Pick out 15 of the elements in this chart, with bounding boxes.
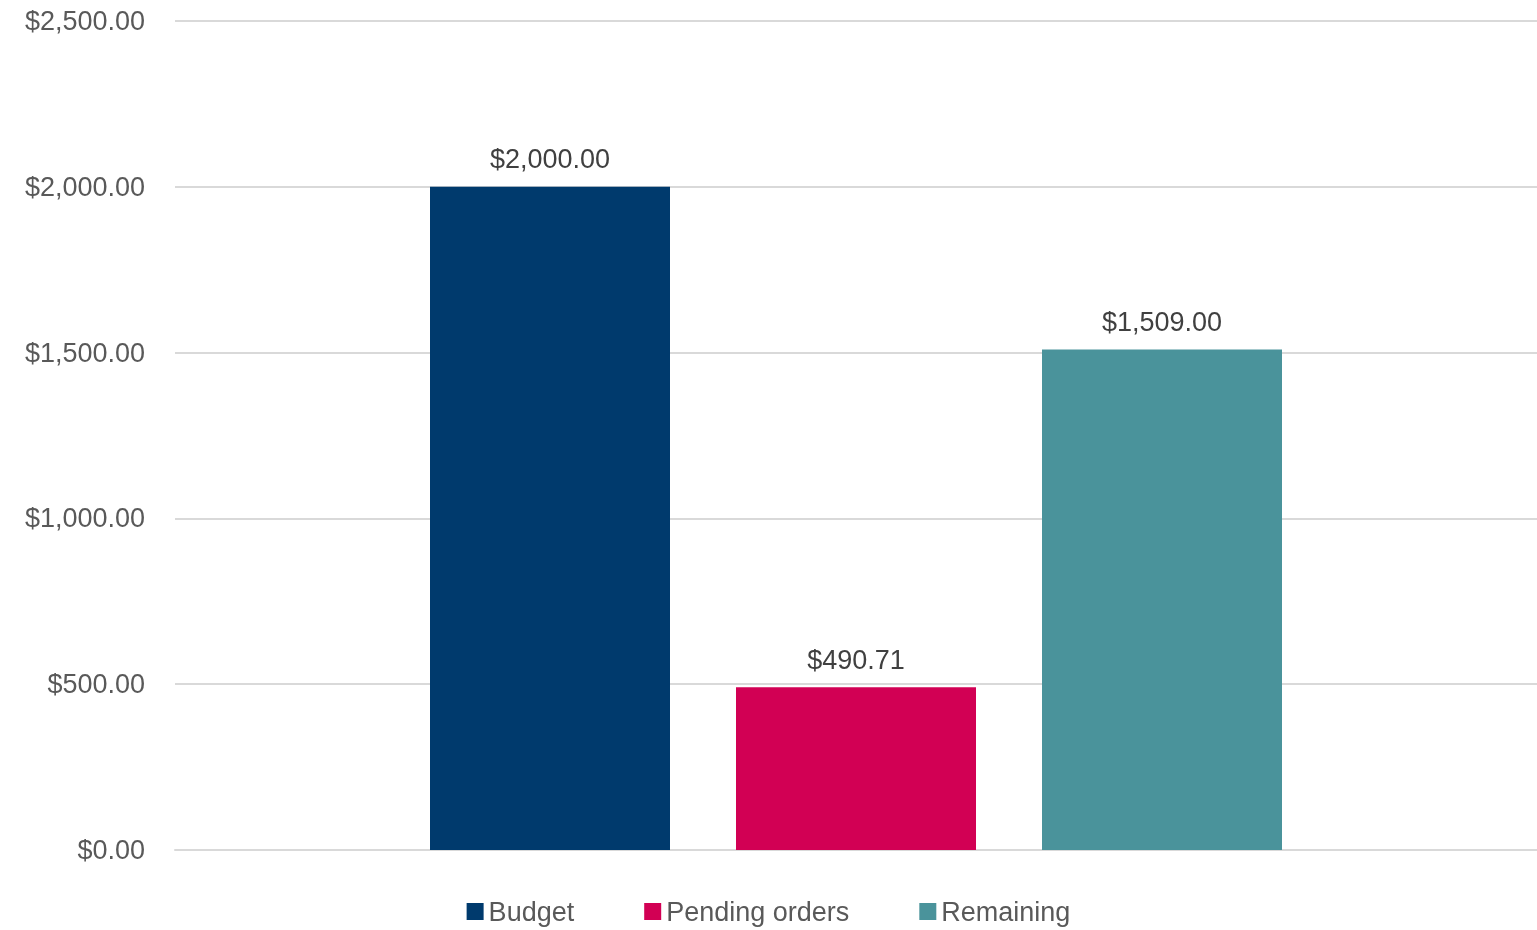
y-tick-label: $1,000.00 <box>24 503 145 534</box>
y-tick-label: $1,500.00 <box>24 337 145 368</box>
bar <box>430 186 670 850</box>
y-tick-label: $2,500.00 <box>24 6 145 36</box>
bar <box>1042 349 1282 850</box>
data-label: $2,000.00 <box>489 144 611 175</box>
legend-label: Budget <box>488 896 575 927</box>
y-tick-label: $500.00 <box>47 669 145 700</box>
y-tick-label: $2,000.00 <box>24 171 145 202</box>
data-label: $490.71 <box>807 644 905 675</box>
data-label: $1,509.00 <box>1101 307 1223 338</box>
y-tick-label: $0.00 <box>77 835 145 865</box>
legend-label: Pending orders <box>666 896 850 927</box>
legend-label: Remaining <box>941 896 1071 927</box>
bar <box>736 687 976 850</box>
